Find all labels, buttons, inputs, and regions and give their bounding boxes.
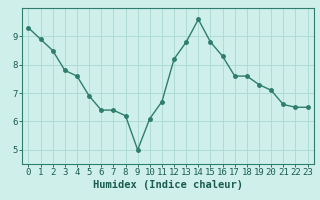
X-axis label: Humidex (Indice chaleur): Humidex (Indice chaleur) — [93, 180, 243, 190]
